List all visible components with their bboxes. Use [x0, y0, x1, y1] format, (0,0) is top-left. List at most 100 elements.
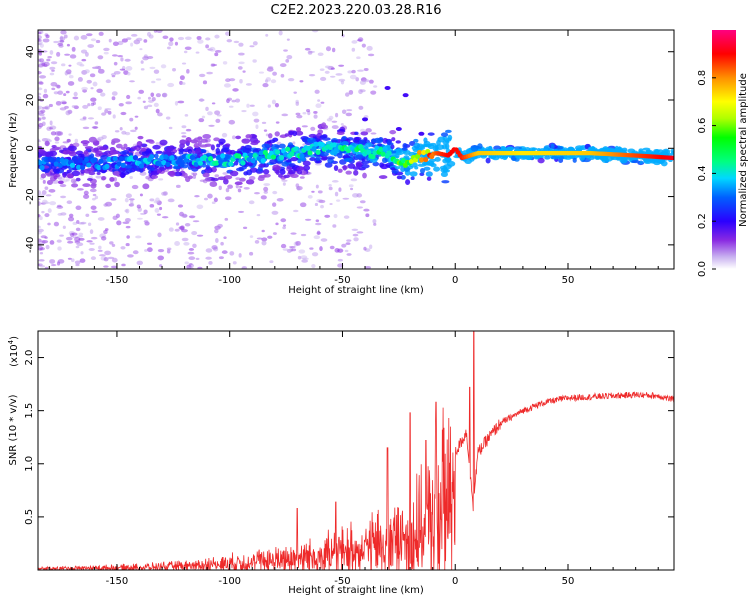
heatmap-band-cell: [130, 146, 137, 150]
heatmap-noise-cell: [301, 125, 308, 128]
heatmap-noise-cell: [50, 131, 57, 136]
heatmap-noise-cell: [194, 195, 200, 198]
heatmap-noise-cell: [341, 243, 347, 248]
heatmap-noise-cell: [147, 96, 152, 100]
heatmap-band-cell: [137, 135, 144, 140]
heatmap-noise-cell: [332, 224, 337, 228]
heatmap-noise-cell: [166, 249, 171, 254]
heatmap-noise-cell: [335, 73, 343, 76]
heatmap-noise-cell: [157, 112, 163, 117]
heatmap-noise-cell: [292, 141, 296, 145]
heatmap-noise-cell: [71, 46, 76, 52]
heatmap-noise-cell: [211, 102, 216, 105]
heatmap-noise-cell: [175, 184, 181, 189]
heatmap-noise-cell: [38, 71, 42, 75]
heatmap-band-cell: [342, 165, 347, 171]
heatmap-noise-cell: [196, 204, 204, 210]
heatmap-noise-cell: [368, 244, 373, 250]
heatmap-band-cell: [229, 149, 236, 155]
heatmap-ridge-cell: [283, 152, 289, 158]
heatmap-noise-cell: [316, 231, 321, 235]
heatmap-noise-cell: [372, 219, 377, 224]
heatmap-band-cell: [62, 172, 67, 178]
colorbar-tick-label: 0.2: [697, 213, 708, 229]
heatmap-noise-cell: [172, 68, 177, 72]
heatmap-noise-cell: [100, 236, 107, 241]
heatmap-noise-cell: [55, 84, 60, 88]
heatmap-band-cell: [40, 173, 47, 179]
heatmap-band-cell: [309, 157, 316, 161]
heatmap-noise-cell: [78, 237, 85, 241]
heatmap-noise-cell: [97, 217, 105, 221]
heatmap-band-cell: [215, 147, 221, 154]
heatmap-noise-cell: [293, 91, 297, 94]
heatmap-noise-cell: [208, 260, 213, 265]
heatmap-noise-cell: [43, 61, 50, 67]
heatmap-noise-cell: [222, 61, 228, 65]
heatmap-noise-cell: [174, 228, 180, 232]
snr-frame: [37, 330, 675, 571]
snr-ylabel: SNR (10 * v/v): [8, 394, 19, 465]
heatmap-noise-cell: [245, 83, 252, 86]
heatmap-noise-cell: [38, 112, 41, 116]
heatmap-noise-cell: [368, 79, 374, 84]
heatmap-band-cell: [140, 147, 147, 152]
heatmap-noise-cell: [358, 89, 363, 95]
heatmap-noise-cell: [41, 210, 45, 214]
heatmap-noise-cell: [153, 69, 160, 74]
heatmap-noise-cell: [59, 184, 67, 188]
heatmap-ridge-cell: [39, 165, 45, 171]
heatmap-noise-cell: [261, 229, 265, 233]
heatmap-noise-cell: [51, 87, 56, 91]
heatmap-noise-cell: [309, 247, 314, 250]
heatmap-noise-cell: [108, 38, 112, 43]
heatmap-noise-cell: [104, 109, 109, 114]
heatmap-noise-cell: [279, 63, 287, 68]
heatmap-noise-cell: [127, 254, 134, 258]
heatmap-noise-cell: [103, 51, 109, 55]
heatmap-noise-cell: [293, 209, 299, 213]
heatmap-noise-cell: [214, 228, 219, 234]
heatmap-noise-cell: [57, 90, 64, 95]
heatmap-band-cell: [80, 140, 90, 145]
heatmap-noise-cell: [238, 52, 245, 56]
heatmap-ridge-cell: [116, 161, 122, 167]
heatmap-feature-cell: [362, 117, 369, 122]
heatmap-noise-cell: [38, 92, 42, 96]
heatmap-noise-cell: [216, 114, 222, 117]
heatmap-band-cell: [71, 170, 81, 177]
heatmap-band-cell: [544, 155, 551, 160]
heatmap-noise-cell: [38, 238, 42, 243]
heatmap-noise-cell: [249, 251, 254, 256]
heatmap-noise-cell: [38, 87, 43, 91]
heatmap-noise-cell: [272, 202, 277, 207]
heatmap-noise-cell: [121, 263, 126, 267]
heatmap-noise-cell: [315, 103, 322, 109]
heatmap-band-cell: [147, 165, 153, 171]
snr-scale-label: (x104): [7, 336, 20, 367]
heatmap-noise-cell: [335, 112, 339, 118]
heatmap-noise-cell: [142, 56, 149, 61]
heatmap-noise-cell: [215, 118, 221, 123]
heatmap-noise-cell: [59, 107, 67, 111]
heatmap-feature-cell: [395, 126, 402, 131]
heatmap-noise-cell: [169, 37, 174, 42]
heatmap-noise-cell: [56, 51, 61, 57]
heatmap-noise-cell: [110, 265, 118, 269]
heatmap-band-cell: [152, 144, 161, 150]
heatmap-noise-cell: [125, 242, 130, 247]
heatmap-noise-cell: [75, 245, 80, 249]
heatmap-ridge-cell: [159, 154, 165, 161]
heatmap-noise-cell: [155, 197, 160, 203]
heatmap-band-cell: [148, 140, 155, 144]
heatmap-noise-cell: [91, 126, 99, 129]
heatmap-noise-cell: [223, 236, 227, 239]
heatmap-band-cell: [377, 143, 383, 147]
heatmap-noise-cell: [330, 67, 335, 70]
heatmap-noise-cell: [185, 36, 192, 40]
heatmap-noise-cell: [159, 206, 163, 211]
heatmap-band-cell: [268, 133, 273, 139]
heatmap-band-cell: [558, 155, 565, 160]
heatmap-noise-cell: [309, 73, 316, 77]
heatmap-noise-cell: [125, 101, 132, 105]
